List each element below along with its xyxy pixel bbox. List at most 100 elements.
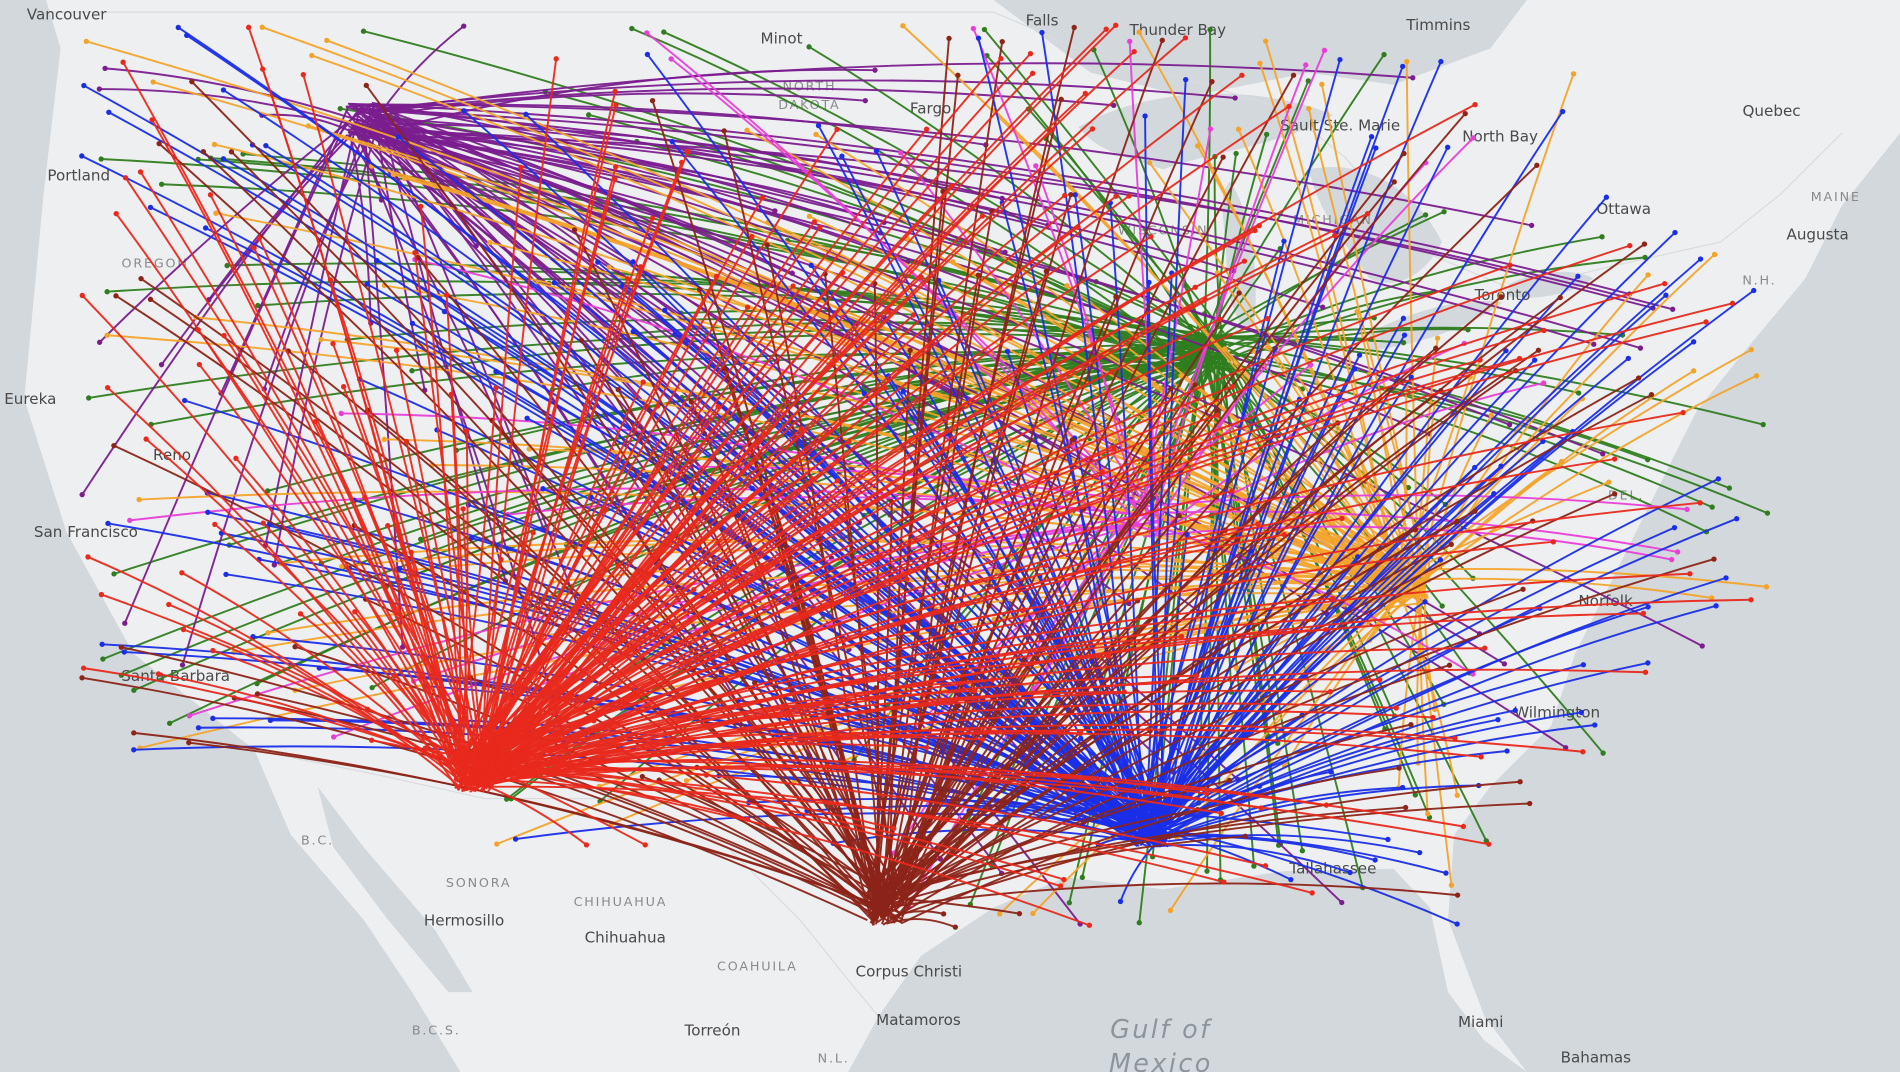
route-endpoint <box>1064 283 1070 289</box>
route-endpoint <box>118 644 124 650</box>
route <box>104 67 379 128</box>
route-endpoint <box>1557 294 1563 301</box>
route-endpoint <box>518 164 524 170</box>
route <box>161 183 1225 352</box>
city-label: Hermosillo <box>424 912 504 930</box>
route <box>106 386 464 788</box>
route-endpoint <box>1410 75 1416 81</box>
route-endpoint <box>1305 78 1311 84</box>
route-endpoint <box>1209 79 1215 85</box>
route-endpoint <box>79 491 85 498</box>
route-endpoint <box>180 626 187 633</box>
route-endpoint <box>300 71 306 78</box>
route-endpoint <box>196 361 202 368</box>
route-endpoint <box>1126 193 1132 199</box>
region-label: OREGON <box>122 255 189 270</box>
route-endpoint <box>1400 63 1406 70</box>
route-endpoint <box>104 385 111 391</box>
route-endpoint <box>1687 571 1693 577</box>
route <box>356 132 909 263</box>
route-endpoint <box>1540 438 1546 445</box>
route-endpoint <box>1142 113 1148 119</box>
route-endpoint <box>839 153 845 159</box>
route-endpoint <box>1446 662 1453 668</box>
route-endpoint <box>1207 126 1214 132</box>
city-label: Portland <box>47 166 110 184</box>
route-endpoint <box>815 122 822 129</box>
route <box>1412 571 1453 886</box>
route-endpoint <box>136 496 142 503</box>
route-endpoint <box>1715 476 1722 482</box>
route <box>195 316 1429 597</box>
route <box>474 197 764 763</box>
route-endpoint <box>127 517 133 524</box>
route <box>1141 128 1212 507</box>
route-endpoint <box>571 227 578 233</box>
route <box>476 781 588 846</box>
route-endpoint <box>1061 876 1067 883</box>
route-endpoint <box>1327 689 1333 695</box>
city-label: Reno <box>153 446 191 464</box>
route-endpoint <box>1368 134 1375 140</box>
route-endpoint <box>1645 604 1651 610</box>
route-endpoint <box>1412 792 1418 798</box>
route-endpoint <box>1242 833 1248 839</box>
route-endpoint <box>1131 49 1137 55</box>
route-endpoint <box>772 208 778 214</box>
route-endpoint <box>1258 805 1264 811</box>
route <box>462 321 1707 765</box>
route <box>1146 136 1373 833</box>
route <box>1141 275 1579 820</box>
route-endpoint <box>649 98 656 104</box>
route-endpoint <box>1486 841 1492 847</box>
route-endpoint <box>1669 556 1675 563</box>
route-endpoint <box>1563 744 1569 751</box>
route-endpoint <box>1069 437 1076 443</box>
route-endpoint <box>688 399 694 405</box>
route-endpoint <box>1377 677 1383 683</box>
route <box>160 108 377 366</box>
route-endpoint <box>1117 898 1124 905</box>
route-endpoint <box>1167 907 1174 914</box>
route-endpoint <box>1439 603 1445 609</box>
route-endpoint <box>1703 319 1709 325</box>
route-endpoint <box>292 644 298 650</box>
route-endpoint <box>1507 262 1513 268</box>
route-endpoint <box>613 164 619 170</box>
route <box>874 802 1530 895</box>
route <box>481 103 1476 764</box>
route-endpoint <box>904 576 910 582</box>
route <box>869 835 1246 912</box>
route <box>480 337 1011 792</box>
route <box>874 243 1646 918</box>
route-endpoint <box>1611 491 1618 497</box>
route-endpoint <box>395 134 401 140</box>
route-endpoint <box>1417 849 1423 856</box>
route-endpoint <box>1221 879 1227 885</box>
route <box>478 302 1733 771</box>
route-endpoint <box>211 141 218 148</box>
route-endpoint <box>1202 296 1208 303</box>
route-endpoint <box>1105 653 1112 659</box>
route-endpoint <box>1709 504 1715 510</box>
route <box>454 767 1489 846</box>
route-endpoint <box>1281 238 1287 244</box>
route-endpoint <box>952 924 958 930</box>
route-endpoint <box>98 591 105 598</box>
route-endpoint <box>948 183 955 189</box>
route-endpoint <box>612 88 618 95</box>
route <box>1148 409 1404 578</box>
route-endpoint <box>259 24 265 30</box>
route-endpoint <box>862 98 868 104</box>
region-label: MAINE <box>1811 189 1861 204</box>
route <box>723 130 903 899</box>
route-endpoint <box>1232 95 1238 101</box>
route <box>468 702 1397 777</box>
route <box>696 766 888 897</box>
route <box>483 517 1343 772</box>
route-endpoint <box>212 521 218 528</box>
route <box>1109 202 1144 845</box>
route <box>485 598 1752 787</box>
route <box>1145 604 1717 840</box>
route-endpoint <box>1699 643 1705 649</box>
